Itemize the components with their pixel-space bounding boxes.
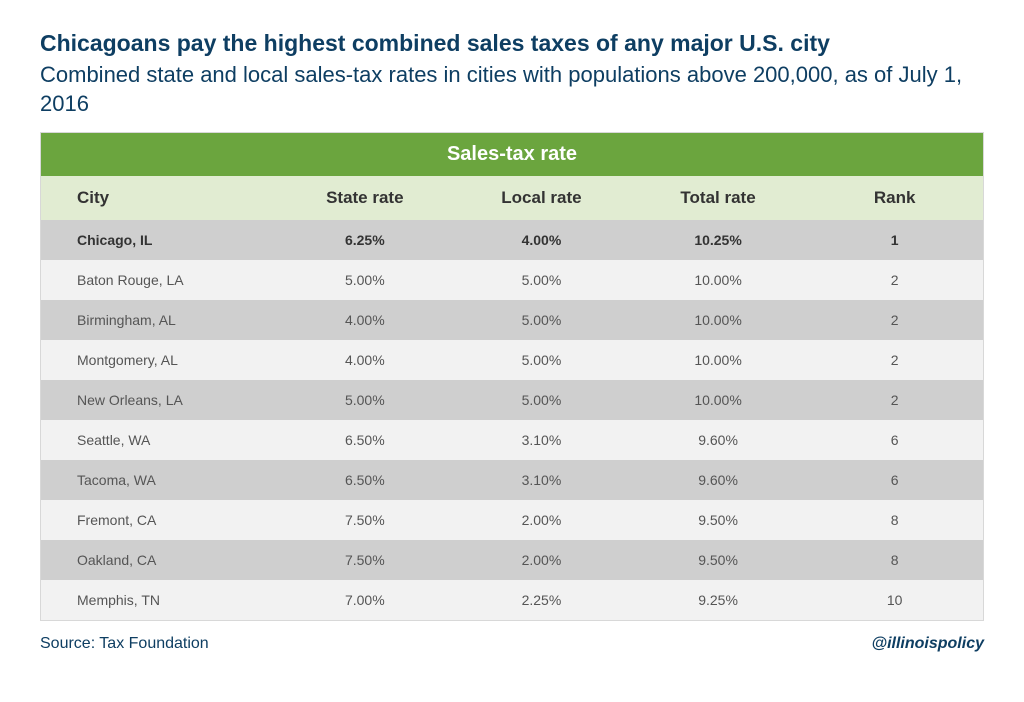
table-cell: 4.00% (277, 340, 454, 380)
table-row: Birmingham, AL4.00%5.00%10.00%2 (41, 300, 983, 340)
table-cell: Oakland, CA (41, 540, 277, 580)
table-cell: New Orleans, LA (41, 380, 277, 420)
table-cell: 2.25% (453, 580, 630, 620)
table-cell: 1 (806, 220, 983, 260)
table-cell: Tacoma, WA (41, 460, 277, 500)
table-cell: 10 (806, 580, 983, 620)
table-row: Memphis, TN7.00%2.25%9.25%10 (41, 580, 983, 620)
sales-tax-table: CityState rateLocal rateTotal rateRank C… (41, 176, 983, 620)
table-cell: 10.00% (630, 260, 807, 300)
table-cell: 10.25% (630, 220, 807, 260)
table-cell: Fremont, CA (41, 500, 277, 540)
table-cell: 10.00% (630, 300, 807, 340)
table-cell: 3.10% (453, 420, 630, 460)
table-cell: 9.60% (630, 420, 807, 460)
table-cell: 8 (806, 500, 983, 540)
table-row: Fremont, CA7.50%2.00%9.50%8 (41, 500, 983, 540)
table-cell: 7.50% (277, 500, 454, 540)
table-cell: Montgomery, AL (41, 340, 277, 380)
table-cell: 9.25% (630, 580, 807, 620)
table-header-row: CityState rateLocal rateTotal rateRank (41, 176, 983, 220)
handle-text: @illinoispolicy (871, 635, 984, 653)
table-row: Tacoma, WA6.50%3.10%9.60%6 (41, 460, 983, 500)
column-header: City (41, 176, 277, 220)
table-cell: 3.10% (453, 460, 630, 500)
page-title: Chicagoans pay the highest combined sale… (40, 30, 984, 57)
table-cell: Seattle, WA (41, 420, 277, 460)
source-text: Source: Tax Foundation (40, 635, 209, 653)
table-row: Montgomery, AL4.00%5.00%10.00%2 (41, 340, 983, 380)
table-cell: 5.00% (453, 300, 630, 340)
column-header: Total rate (630, 176, 807, 220)
table-cell: 6 (806, 460, 983, 500)
table-cell: 5.00% (277, 260, 454, 300)
table-cell: 4.00% (453, 220, 630, 260)
table-body: Chicago, IL6.25%4.00%10.25%1Baton Rouge,… (41, 220, 983, 620)
table-cell: 8 (806, 540, 983, 580)
table-cell: 7.50% (277, 540, 454, 580)
table-cell: Baton Rouge, LA (41, 260, 277, 300)
table-row: Baton Rouge, LA5.00%5.00%10.00%2 (41, 260, 983, 300)
table-cell: 5.00% (453, 260, 630, 300)
column-header: Rank (806, 176, 983, 220)
table-banner: Sales-tax rate (41, 133, 983, 176)
table-cell: 5.00% (453, 380, 630, 420)
table-cell: 5.00% (453, 340, 630, 380)
page-subtitle: Combined state and local sales-tax rates… (40, 61, 984, 118)
table-cell: 7.00% (277, 580, 454, 620)
table-row: Oakland, CA7.50%2.00%9.50%8 (41, 540, 983, 580)
table-cell: 2.00% (453, 540, 630, 580)
table-row: Chicago, IL6.25%4.00%10.25%1 (41, 220, 983, 260)
table-cell: 2 (806, 340, 983, 380)
table-cell: 10.00% (630, 340, 807, 380)
table-cell: 5.00% (277, 380, 454, 420)
table-cell: 9.50% (630, 500, 807, 540)
column-header: Local rate (453, 176, 630, 220)
table-container: Sales-tax rate CityState rateLocal rateT… (40, 132, 984, 621)
table-cell: 9.50% (630, 540, 807, 580)
table-cell: 2 (806, 260, 983, 300)
table-cell: 9.60% (630, 460, 807, 500)
table-row: New Orleans, LA5.00%5.00%10.00%2 (41, 380, 983, 420)
table-cell: 2 (806, 300, 983, 340)
table-cell: 4.00% (277, 300, 454, 340)
table-cell: 2.00% (453, 500, 630, 540)
table-cell: Birmingham, AL (41, 300, 277, 340)
table-cell: 6.25% (277, 220, 454, 260)
table-cell: 2 (806, 380, 983, 420)
table-row: Seattle, WA6.50%3.10%9.60%6 (41, 420, 983, 460)
table-cell: Chicago, IL (41, 220, 277, 260)
table-cell: 10.00% (630, 380, 807, 420)
column-header: State rate (277, 176, 454, 220)
table-cell: 6 (806, 420, 983, 460)
table-cell: 6.50% (277, 420, 454, 460)
table-cell: Memphis, TN (41, 580, 277, 620)
footer: Source: Tax Foundation @illinoispolicy (40, 635, 984, 653)
table-cell: 6.50% (277, 460, 454, 500)
